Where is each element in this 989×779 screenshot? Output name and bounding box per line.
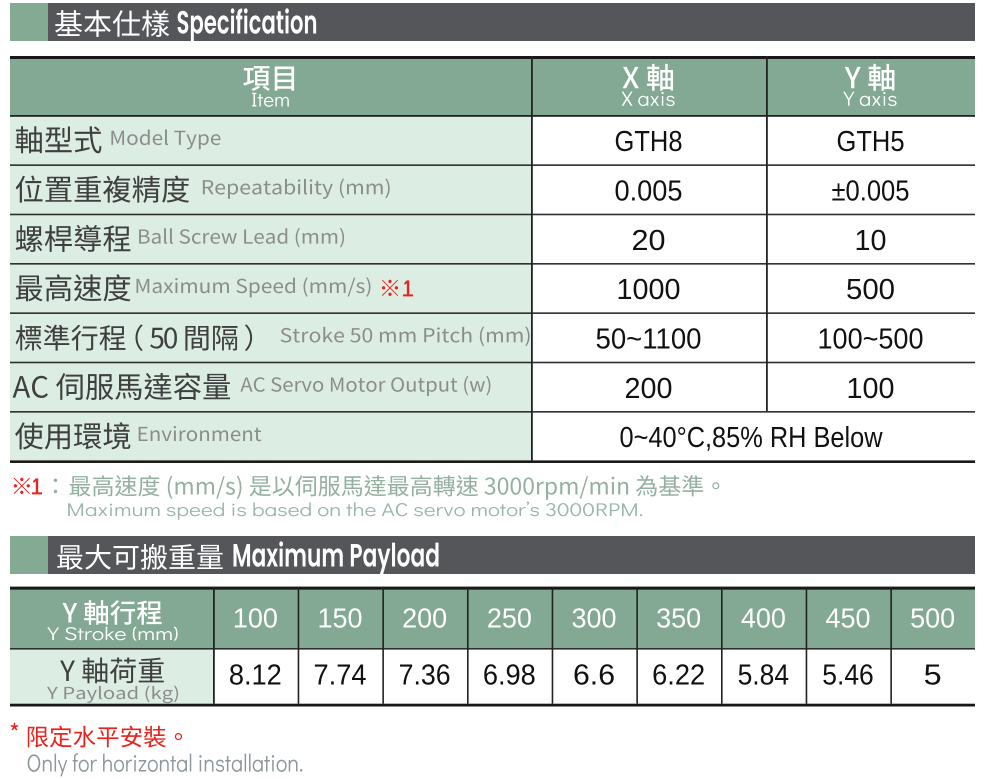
svg-text:1000: 1000 <box>617 274 681 306</box>
svg-text:±0.005: ±0.005 <box>832 176 910 208</box>
svg-text:500: 500 <box>846 274 895 306</box>
svg-text:5.84: 5.84 <box>738 660 790 692</box>
svg-text:450: 450 <box>826 603 871 634</box>
svg-text:7.74: 7.74 <box>314 660 367 692</box>
svg-text:350: 350 <box>656 603 701 634</box>
svg-text:250: 250 <box>487 603 532 634</box>
svg-text:GTH5: GTH5 <box>837 126 905 158</box>
svg-text:7.36: 7.36 <box>399 660 451 692</box>
svg-text:6.6: 6.6 <box>573 660 615 692</box>
svg-text:6.22: 6.22 <box>652 660 705 692</box>
svg-text:6.98: 6.98 <box>483 660 536 692</box>
svg-text:5.46: 5.46 <box>822 660 874 692</box>
svg-text:0~40°C,85% RH Below: 0~40°C,85% RH Below <box>620 422 884 454</box>
svg-text:200: 200 <box>402 603 447 634</box>
svg-text:8.12: 8.12 <box>229 660 282 692</box>
svg-text:100~500: 100~500 <box>818 324 924 356</box>
svg-text:GTH8: GTH8 <box>615 126 683 158</box>
svg-text:10: 10 <box>855 225 887 257</box>
svg-text:500: 500 <box>910 603 955 634</box>
svg-text:100: 100 <box>847 373 895 405</box>
svg-text:200: 200 <box>625 373 673 405</box>
svg-text:5: 5 <box>924 660 942 692</box>
svg-text:400: 400 <box>741 603 786 634</box>
svg-text:0.005: 0.005 <box>615 176 683 208</box>
svg-text:300: 300 <box>572 603 617 634</box>
svg-text:50~1100: 50~1100 <box>596 324 702 356</box>
svg-text:150: 150 <box>318 603 363 634</box>
svg-text:100: 100 <box>233 603 278 634</box>
svg-text:20: 20 <box>632 225 666 257</box>
